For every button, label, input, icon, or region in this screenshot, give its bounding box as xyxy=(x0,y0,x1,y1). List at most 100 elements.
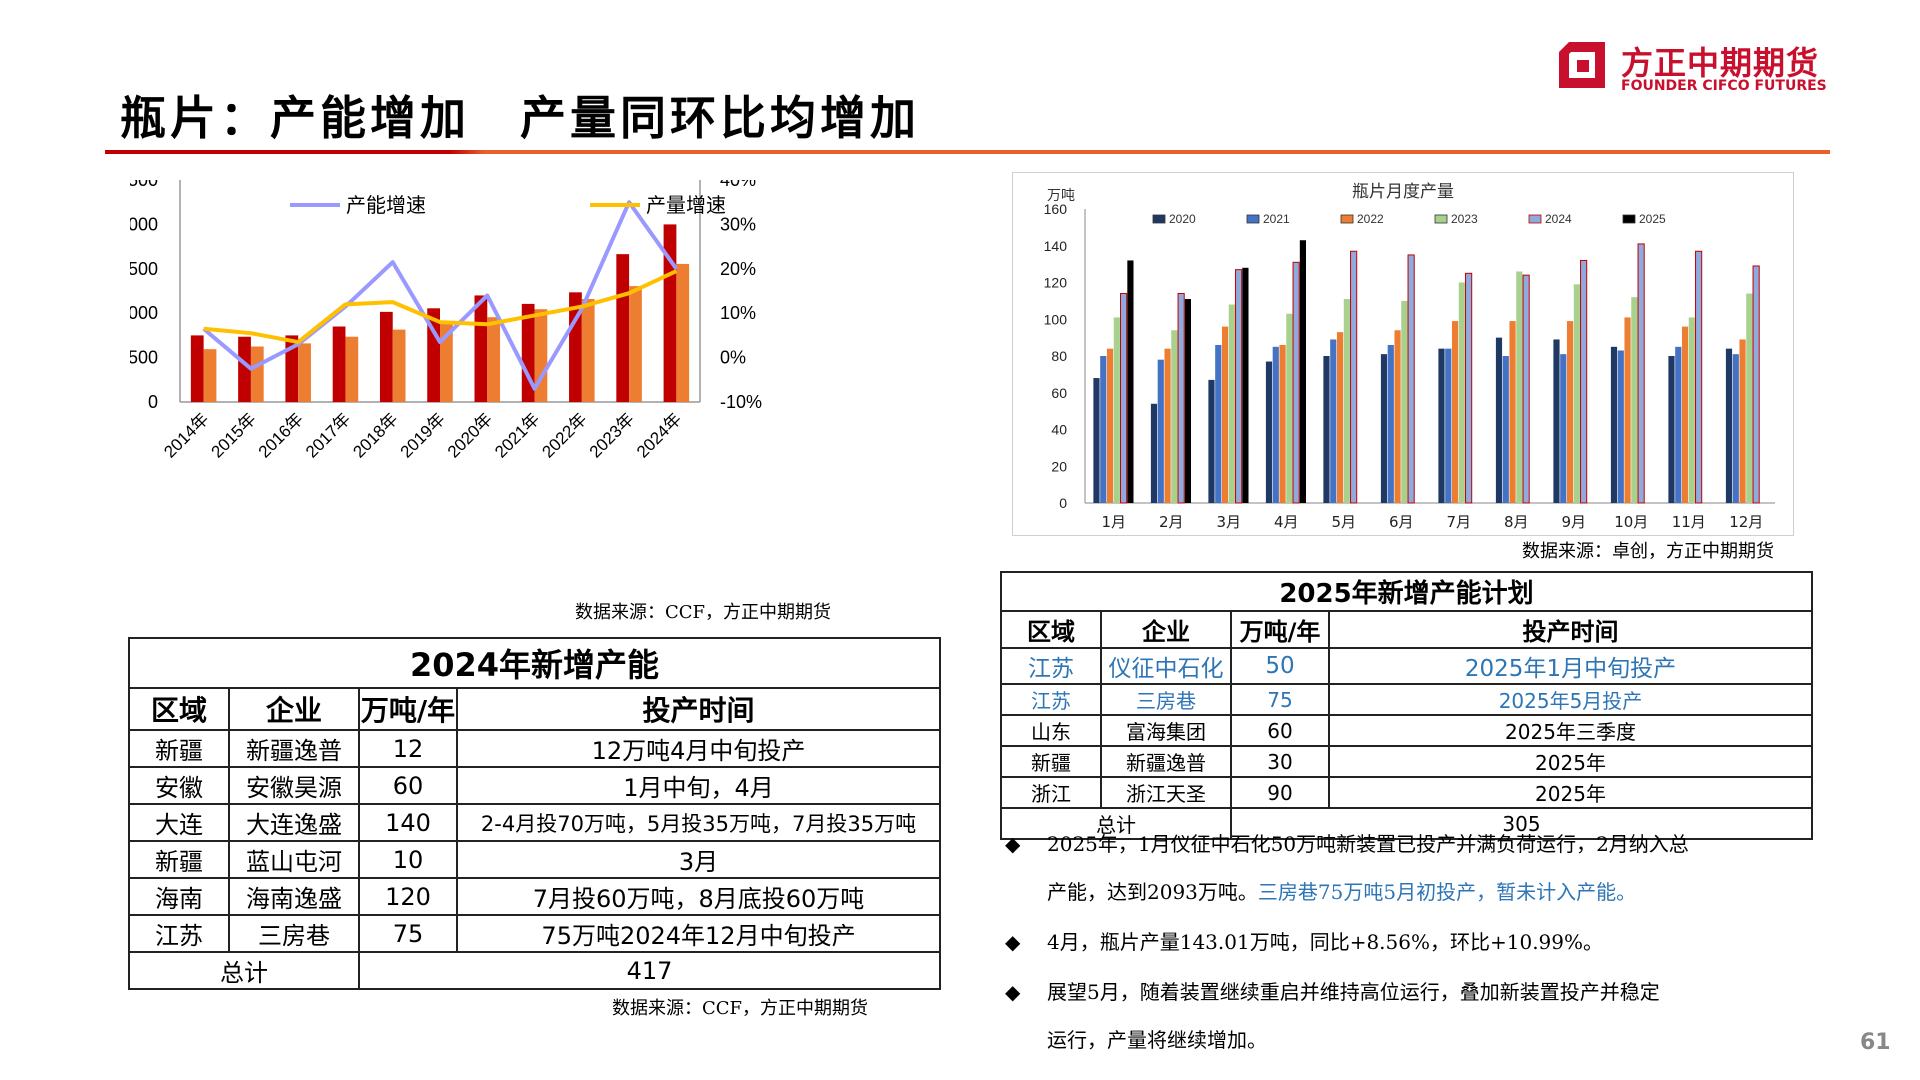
bar-capacity xyxy=(238,336,251,402)
diamond-bullet-icon: ◆ xyxy=(1005,930,1021,954)
x-tick-label: 8月 xyxy=(1504,513,1529,531)
x-tick-label: 4月 xyxy=(1274,513,1299,531)
x-tick-label: 2021年 xyxy=(491,409,543,461)
table-row: 新疆 新疆逸普 12 12万吨4月中旬投产 xyxy=(128,729,942,768)
cell-company: 新疆逸普 xyxy=(228,729,360,768)
title-underline xyxy=(105,150,1830,154)
x-tick-label: 7月 xyxy=(1446,513,1471,531)
y-right-tick-label: 20% xyxy=(720,259,756,279)
bar-2020 xyxy=(1668,356,1675,503)
y-right-tick-label: 0% xyxy=(720,348,746,368)
bar-2021 xyxy=(1100,356,1107,503)
bar-2022 xyxy=(1451,321,1459,503)
chart-title: 瓶片月度产量 xyxy=(1352,182,1454,202)
cell-region: 新疆 xyxy=(1000,745,1102,778)
cell-total-label: 总计 xyxy=(128,951,360,990)
table-row: 新疆 新疆逸普 30 2025年 xyxy=(1000,745,1813,778)
y-tick-label: 0 xyxy=(1059,495,1067,511)
bar-2021 xyxy=(1445,348,1452,503)
y-tick-label: 140 xyxy=(1044,238,1068,254)
cell-total-label: 总计 xyxy=(1000,807,1232,840)
cell-capacity: 140 xyxy=(358,803,458,842)
table-total-row: 总计 305 xyxy=(1000,807,1813,840)
x-tick-label: 2023年 xyxy=(586,409,638,461)
bar-output xyxy=(629,286,642,402)
cell-capacity: 30 xyxy=(1230,745,1330,778)
y-tick-label: 40 xyxy=(1051,422,1067,438)
bar-2020 xyxy=(1380,354,1388,503)
x-tick-label: 5月 xyxy=(1331,513,1356,531)
table-caption: 2025年新增产能计划 xyxy=(1000,571,1813,612)
bar-2021 xyxy=(1157,359,1164,503)
bar-output xyxy=(676,263,690,402)
cell-start-time: 3月 xyxy=(455,840,942,879)
y-left-tick-label: 500 xyxy=(130,348,158,368)
cell-capacity: 75 xyxy=(1230,683,1330,716)
cell-company: 浙江天圣 xyxy=(1100,776,1232,809)
bar-2020 xyxy=(1093,378,1100,503)
bar-2023 xyxy=(1228,304,1235,503)
bar-2021 xyxy=(1330,339,1337,503)
bar-2020 xyxy=(1438,348,1445,503)
y-left-tick-label: 2500 xyxy=(130,180,158,190)
cell-company: 安徽昊源 xyxy=(228,766,360,805)
bar-2022 xyxy=(1164,348,1171,503)
bar-2024 xyxy=(1465,272,1473,504)
legend-label: 2022 xyxy=(1357,212,1384,226)
bar-2024 xyxy=(1120,293,1128,504)
legend-swatch xyxy=(1622,214,1636,224)
bar-2025 xyxy=(1127,260,1134,503)
cell-region: 海南 xyxy=(128,877,230,916)
table-caption: 2024年新增产能 xyxy=(127,637,942,689)
y-tick-label: 100 xyxy=(1044,311,1068,327)
bar-2024 xyxy=(1752,265,1760,504)
monthly-output-chart: 瓶片月度产量 万吨 0 20 40 60 80 100 120 140 160 1月 2月 3月 4月 5月 6… xyxy=(1012,172,1794,536)
bar-output xyxy=(345,336,359,402)
header-company: 企业 xyxy=(228,687,360,731)
x-tick-label: 2018年 xyxy=(349,409,401,461)
bar-2024 xyxy=(1177,293,1185,504)
legend-label: 聚酯瓶片年度产能 xyxy=(346,180,506,181)
y-right-tick-label: -10% xyxy=(720,392,762,412)
cell-capacity: 90 xyxy=(1230,776,1330,809)
cell-start-time: 2025年5月投产 xyxy=(1328,683,1813,716)
bar-output xyxy=(487,317,501,402)
bar-2022 xyxy=(1221,326,1229,503)
legend-label: 产能增速 xyxy=(346,193,426,217)
table-row: 新疆 蓝山屯河 10 3月 xyxy=(128,840,942,879)
bar-output xyxy=(203,349,217,402)
cell-capacity: 60 xyxy=(358,766,458,805)
y-left-tick-label: 2000 xyxy=(130,214,158,234)
bar-2024 xyxy=(1292,261,1300,504)
cell-company: 三房巷 xyxy=(228,914,360,953)
bar-2020 xyxy=(1208,379,1215,503)
source-note-2: 数据来源：卓创，方正中期期货 xyxy=(1522,541,1774,562)
bar-2024 xyxy=(1235,269,1243,504)
bullet-item: ◆ 展望5月，随着装置继续重启并维持高位运行，叠加新装置投产并稳定 运行，产量将… xyxy=(1005,968,1835,1064)
diamond-bullet-icon: ◆ xyxy=(1005,832,1021,856)
cell-company: 富海集团 xyxy=(1100,714,1232,747)
bar-capacity xyxy=(474,295,488,402)
bar-capacity xyxy=(427,308,440,402)
cell-start-time: 2025年三季度 xyxy=(1328,714,1813,747)
bar-2023 xyxy=(1458,282,1465,503)
x-tick-label: 2月 xyxy=(1159,513,1184,531)
y-right-tick-label: 40% xyxy=(720,180,756,190)
bar-2023 xyxy=(1401,300,1408,503)
bar-2024 xyxy=(1637,243,1645,504)
bullet-item: ◆ 4月，瓶片产量143.01万吨，同比+8.56%，环比+10.99%。 xyxy=(1005,918,1835,966)
x-tick-label: 2015年 xyxy=(208,409,260,461)
bar-2025 xyxy=(1242,267,1249,503)
x-tick-label: 2022年 xyxy=(538,409,590,461)
x-tick-label: 2014年 xyxy=(160,409,212,461)
bar-capacity xyxy=(616,254,630,402)
bullet-text-blue: 三房巷75万吨5月初投产，暂未计入产能。 xyxy=(1257,880,1637,904)
legend-label: 聚酯瓶片年度产量 xyxy=(646,180,806,181)
cell-total-value: 417 xyxy=(357,951,942,990)
bar-2021 xyxy=(1560,354,1567,503)
bar-2021 xyxy=(1272,346,1279,503)
cell-start-time: 7月投60万吨，8月底投60万吨 xyxy=(455,877,942,916)
bar-2023 xyxy=(1171,330,1178,503)
bar-output xyxy=(440,321,453,402)
bar-2022 xyxy=(1106,348,1114,503)
